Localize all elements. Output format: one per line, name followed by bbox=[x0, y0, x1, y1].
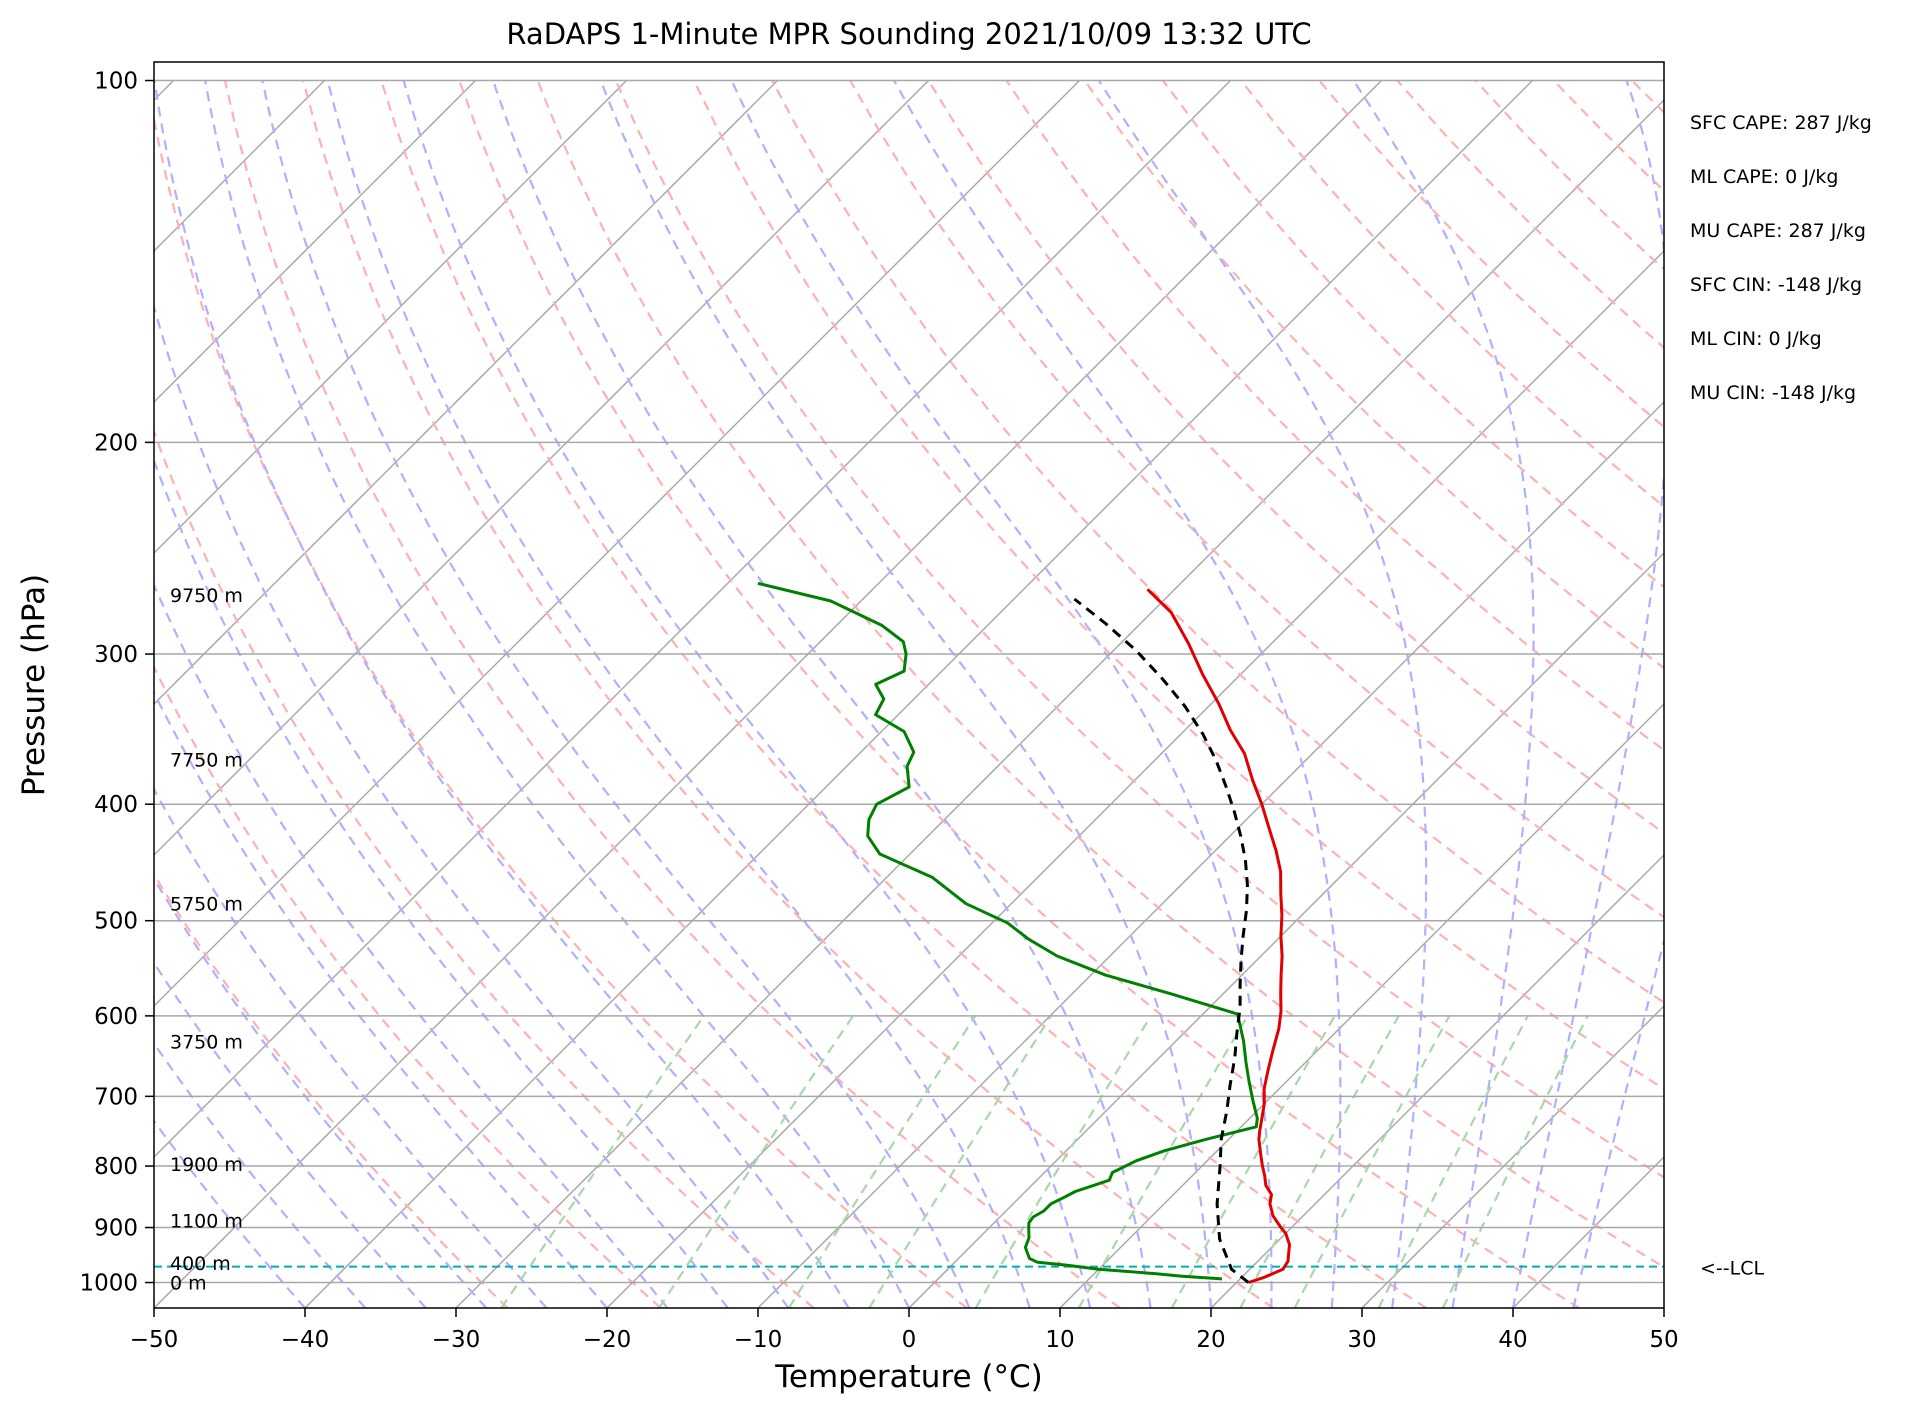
y-tick-label: 300 bbox=[94, 642, 138, 668]
x-tick-label: 10 bbox=[1045, 1327, 1074, 1353]
height-label: 9750 m bbox=[170, 585, 243, 607]
height-label: 1100 m bbox=[170, 1211, 243, 1233]
lcl-label: <--LCL bbox=[1700, 1258, 1764, 1280]
y-tick-label: 700 bbox=[94, 1084, 138, 1110]
x-tick-label: 30 bbox=[1347, 1327, 1376, 1353]
y-tick-label: 900 bbox=[94, 1216, 138, 1242]
y-tick-label: 400 bbox=[94, 792, 138, 818]
x-tick-label: 20 bbox=[1196, 1327, 1225, 1353]
y-axis-label: Pressure (hPa) bbox=[16, 574, 52, 796]
index-label: ML CAPE: 0 J/kg bbox=[1690, 166, 1838, 188]
height-label: 1900 m bbox=[170, 1154, 243, 1176]
index-label: SFC CAPE: 287 J/kg bbox=[1690, 112, 1872, 134]
chart-title: RaDAPS 1-Minute MPR Sounding 2021/10/09 … bbox=[506, 17, 1311, 51]
index-label: SFC CIN: -148 J/kg bbox=[1690, 274, 1862, 296]
x-axis-label: Temperature (°C) bbox=[774, 1359, 1043, 1395]
height-label: 7750 m bbox=[170, 749, 243, 771]
y-tick-label: 600 bbox=[94, 1004, 138, 1030]
y-tick-label: 1000 bbox=[79, 1271, 138, 1297]
x-tick-label: 0 bbox=[902, 1327, 917, 1353]
height-label: 0 m bbox=[170, 1273, 207, 1295]
height-label: 5750 m bbox=[170, 894, 243, 916]
x-tick-label: −40 bbox=[281, 1327, 330, 1353]
x-tick-label: −10 bbox=[734, 1327, 783, 1353]
index-label: ML CIN: 0 J/kg bbox=[1690, 328, 1822, 350]
y-tick-label: 100 bbox=[94, 69, 138, 95]
height-label: 3750 m bbox=[170, 1031, 243, 1053]
x-tick-label: 50 bbox=[1649, 1327, 1678, 1353]
y-tick-label: 200 bbox=[94, 430, 138, 456]
y-tick-label: 500 bbox=[94, 909, 138, 935]
x-tick-label: 40 bbox=[1498, 1327, 1527, 1353]
x-tick-label: −20 bbox=[583, 1327, 632, 1353]
index-label: MU CAPE: 287 J/kg bbox=[1690, 220, 1866, 242]
index-label: MU CIN: -148 J/kg bbox=[1690, 382, 1856, 404]
x-tick-label: −50 bbox=[130, 1327, 179, 1353]
y-tick-label: 800 bbox=[94, 1154, 138, 1180]
x-tick-label: −30 bbox=[432, 1327, 481, 1353]
